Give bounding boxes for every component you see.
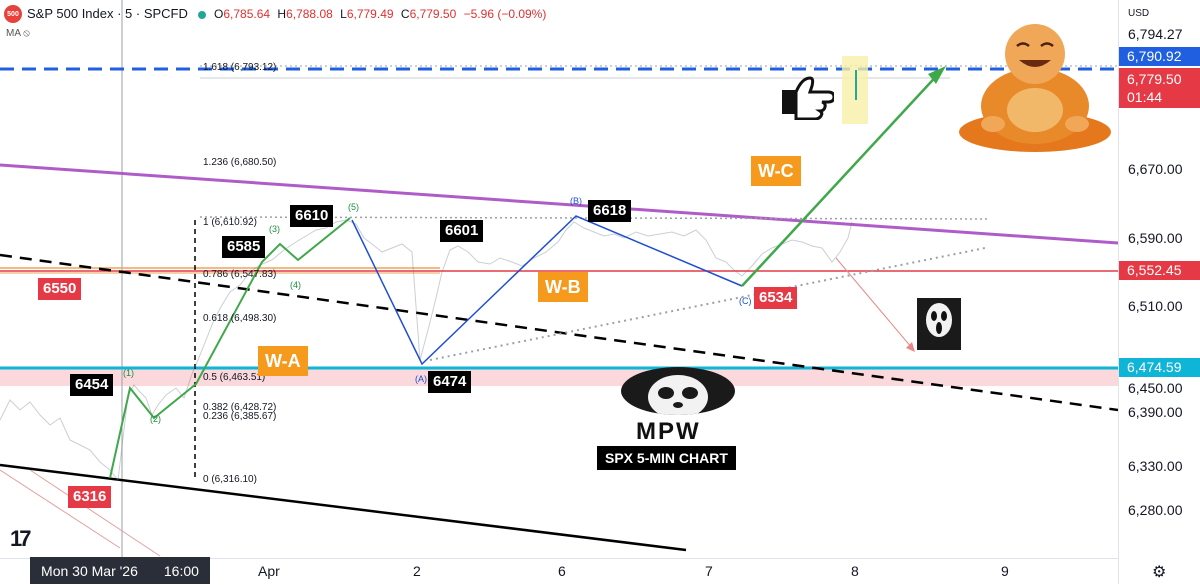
- price-6601-label: 6601: [440, 220, 484, 242]
- bar-countdown: 01:44: [1127, 89, 1163, 105]
- price-6585-label: 6585: [222, 236, 266, 258]
- open-label: O: [214, 7, 224, 21]
- fib-0236: 0.236 (6,385.67): [203, 411, 277, 422]
- time-tick: 8: [851, 563, 859, 579]
- change-value: −5.96 (−0.09%): [463, 7, 547, 21]
- time-tick: 9: [1001, 563, 1009, 579]
- price-tick: 6,280.00: [1128, 502, 1183, 518]
- wave-a-corrective-label: (A): [415, 374, 427, 384]
- settings-gear-icon[interactable]: ⚙: [1152, 564, 1167, 581]
- demand-zone: [0, 368, 1118, 386]
- wave-5-label: (5): [348, 202, 359, 212]
- fib-0: 0 (6,316.10): [203, 474, 257, 485]
- bottom-trendline: [0, 463, 687, 552]
- fib-1618: 1.618 (6,793.12): [203, 62, 277, 73]
- wave-a-label: W-A: [258, 346, 308, 376]
- time-tick: 7: [705, 563, 713, 579]
- wave-c-label: W-C: [751, 156, 801, 186]
- last-price-tag: 6,779.50 01:44: [1119, 68, 1200, 108]
- price-tick: 6,450.00: [1128, 380, 1183, 396]
- crosshair-date: Mon 30 Mar '26: [41, 562, 138, 579]
- mpw-brand: MPW: [636, 418, 701, 445]
- crosshair-date-flag: Mon 30 Mar '26 16:00: [30, 557, 210, 584]
- spx-logo: 500: [4, 5, 22, 23]
- target-price-tag: 6,790.92: [1119, 47, 1200, 66]
- price-6534-label: 6534: [754, 287, 798, 309]
- time-tick: Apr: [258, 563, 280, 579]
- time-tick: 6: [558, 563, 566, 579]
- ma-label: MA: [6, 28, 21, 39]
- price-tick: 6,510.00: [1128, 298, 1183, 314]
- fib-1236: 1.236 (6,680.50): [203, 157, 277, 168]
- low-label: L: [340, 7, 347, 21]
- tradingview-logo[interactable]: 17: [10, 526, 32, 551]
- price-tick: 6,330.00: [1128, 458, 1183, 474]
- low-value: 6,779.49: [346, 7, 394, 21]
- close-label: C: [400, 7, 410, 21]
- wave-1-label: (1): [123, 368, 134, 378]
- market-status-icon: [198, 11, 206, 19]
- wave-2-label: (2): [150, 414, 161, 424]
- fib-0786: 0.786 (6,547.83): [203, 269, 277, 280]
- impulse-waves: [109, 217, 351, 479]
- close-value: 6,779.50: [409, 7, 457, 21]
- price-tick: 6,390.00: [1128, 404, 1183, 420]
- panda-logo: [621, 367, 735, 415]
- open-value: 6,785.64: [223, 7, 271, 21]
- wc-projection-arrow: [741, 69, 943, 287]
- chart-canvas[interactable]: [0, 0, 1118, 558]
- time-tick: 2: [413, 563, 421, 579]
- price-6610-label: 6610: [290, 205, 334, 227]
- laughing-buddha-image: [959, 24, 1111, 152]
- symbol-title[interactable]: S&P 500 Index · 5 · SPCFD: [27, 6, 188, 21]
- low-6316-label: 6316: [68, 486, 112, 508]
- eye-off-icon[interactable]: ⦸: [23, 28, 30, 39]
- corrective-waves: [351, 215, 743, 366]
- price-6618-label: 6618: [588, 200, 632, 222]
- currency-label[interactable]: USD: [1128, 8, 1150, 19]
- fib-1: 1 (6,610.92): [203, 217, 257, 228]
- chart-header: 500 S&P 500 Index · 5 · SPCFD O6,785.64 …: [0, 0, 1118, 39]
- fib-0618: 0.618 (6,498.30): [203, 313, 277, 324]
- lower-dashed-trendline: [0, 253, 1118, 412]
- wave-4-label: (4): [290, 280, 301, 290]
- high-label: H: [277, 7, 287, 21]
- price-tick: 6,794.27: [1128, 26, 1183, 42]
- fib-05: 0.5 (6,463.51): [203, 372, 266, 383]
- chart-subtitle-badge: SPX 5-MIN CHART: [597, 446, 736, 470]
- wave-3-label: (3): [269, 224, 280, 234]
- wave-c-corrective-label: (C): [739, 296, 752, 306]
- upper-trendline: [0, 163, 1118, 245]
- price-6454-label: 6454: [70, 374, 114, 396]
- crosshair-time: 16:00: [163, 562, 199, 579]
- pointing-hand-icon: [782, 76, 834, 120]
- wave-b-label: W-B: [538, 272, 588, 302]
- blue-level-tag: 6,474.59: [1119, 358, 1200, 377]
- wave-b-corrective-label: (B): [570, 196, 582, 206]
- ohlc-readout: O6,785.64 H6,788.08 L6,779.49 C6,779.50 …: [214, 7, 550, 21]
- last-price-value: 6,779.50: [1127, 71, 1182, 87]
- indicator-legend[interactable]: MA ⦸: [6, 28, 30, 39]
- high-value: 6,788.08: [286, 7, 333, 21]
- price-6550-label: 6550: [38, 278, 82, 300]
- ghostface-icon: [917, 298, 961, 350]
- price-tick: 6,670.00: [1128, 161, 1183, 177]
- price-tick: 6,590.00: [1128, 230, 1183, 246]
- fib-0382: 0.382 (6,428.72): [203, 402, 277, 413]
- price-6474-label: 6474: [428, 371, 472, 393]
- red-level-tag: 6,552.45: [1119, 261, 1200, 280]
